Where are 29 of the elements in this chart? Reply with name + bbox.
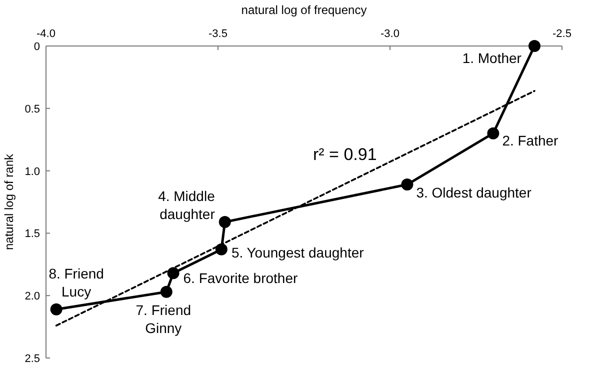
annotation: 5. Youngest daughter: [231, 244, 364, 260]
x-tick-label: -2.5: [552, 28, 572, 40]
annotation: 8. Friend Lucy: [48, 265, 104, 300]
point: [487, 127, 500, 140]
point: [218, 216, 231, 228]
y-axis-title: natural log of rank: [2, 152, 16, 250]
point: [215, 243, 228, 256]
point: [528, 40, 540, 52]
annotation: 6. Favorite brother: [183, 270, 298, 286]
x-axis-title: natural log of frequency: [241, 3, 367, 17]
y-tick-label: 2.5: [24, 353, 40, 365]
x-tick-label: -3.5: [208, 28, 228, 40]
y-tick-label: 1.0: [24, 166, 40, 178]
annotation: 1. Mother: [462, 50, 522, 66]
y-tick-label: 0.5: [24, 103, 40, 116]
point: [167, 267, 180, 280]
annotation: 7. Friend Ginny: [136, 302, 192, 336]
annotation: 4. Middle daughter: [158, 188, 216, 222]
point: [160, 286, 172, 298]
annotation: 3. Oldest daughter: [416, 184, 532, 201]
point: [401, 178, 414, 191]
y-tick-label: 2.0: [24, 290, 40, 303]
annotation: r² = 0.91: [313, 145, 377, 164]
x-tick-label: -3.0: [380, 28, 400, 40]
point: [50, 303, 62, 316]
x-tick-label: -4.0: [36, 28, 56, 40]
annotation: 2. Father: [502, 132, 559, 148]
y-tick-label: 1.5: [24, 228, 40, 240]
y-tick-label: 0: [34, 41, 40, 53]
